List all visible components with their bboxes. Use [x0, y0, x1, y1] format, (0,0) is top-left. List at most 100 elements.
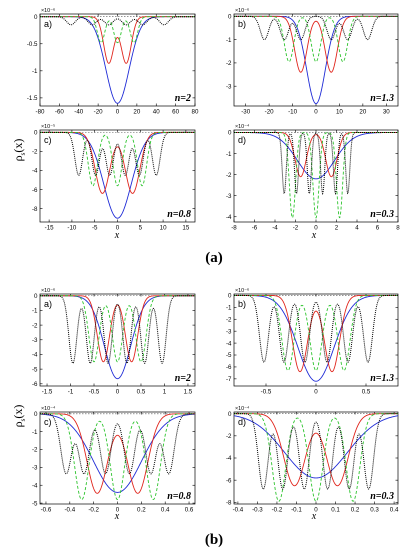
panel-tag: b): [238, 19, 246, 29]
panel-a-d: -8 -6 -4 -2 0 2 4 6 8 0 -1 -2 -3 -4 ×10⁻⁴ d) n=0.3: [226, 124, 400, 232]
series-blue-line: [234, 294, 398, 382]
x-tick-label: 2: [335, 225, 339, 232]
y-tick-label: -2: [32, 149, 38, 156]
series-black-line: [40, 131, 195, 176]
x-tick-label: 0.2: [351, 507, 360, 514]
series-red-line: [40, 131, 195, 194]
y-tick-label: -1: [32, 308, 38, 315]
y-tick-label: -4: [32, 482, 38, 489]
x-tick-label: -20: [265, 109, 275, 116]
y-tick-label: -1.5: [27, 95, 38, 102]
x-axis-title-a-left: x: [114, 230, 120, 241]
y-tick-label: -6: [32, 187, 38, 194]
series-red-line: [40, 16, 195, 64]
panel-tag: a): [44, 19, 52, 29]
x-tick-label: -0.1: [291, 507, 302, 514]
y-axis-exponent: ×10⁻⁴: [235, 124, 250, 130]
y-tick-label: -1: [226, 305, 232, 312]
x-tick-label: 60: [172, 109, 179, 116]
series-black-line: [234, 15, 398, 41]
n-parameter-label: n=0.3: [370, 491, 394, 502]
x-tick-label: -1: [68, 389, 74, 396]
y-tick-label: -6: [32, 381, 38, 388]
plot-frame: [39, 293, 196, 387]
y-tick-label: -6: [226, 477, 232, 484]
y-axis-exponent: ×10⁻⁶: [41, 8, 55, 14]
x-tick-label: -1.5: [42, 389, 53, 396]
series-blue-line: [40, 131, 195, 219]
x-axis-title-b-left: x: [114, 511, 120, 522]
y-tick-label: -2: [226, 60, 232, 67]
x-tick-label: 30: [383, 109, 390, 116]
panel-tag: c): [44, 417, 52, 427]
y-axis-exponent: ×10⁻⁶: [41, 288, 55, 294]
y-tick-label: 0: [34, 14, 38, 21]
x-tick-label: 40: [153, 109, 160, 116]
group-label-b: (b): [205, 532, 223, 548]
y-axis-title-a: ρs(x): [11, 139, 27, 162]
x-tick-label: 20: [359, 109, 366, 116]
x-tick-label: 0.4: [161, 507, 170, 514]
series-blue-line: [40, 16, 195, 104]
n-parameter-label: n=1.3: [370, 93, 394, 104]
y-tick-label: -6: [226, 364, 232, 371]
panel-a-a: -80 -60 -40 -20 0 20 40 60 80 0 -0.5 -1 -1.5 ×10⁻⁶ a) n…: [27, 8, 199, 116]
n-parameter-label: n=0.8: [167, 209, 191, 220]
series-green-line: [234, 294, 398, 371]
x-tick-label: -0.5: [261, 389, 272, 396]
x-tick-label: 0: [314, 109, 318, 116]
series-green-line: [40, 295, 195, 363]
x-tick-label: 0.2: [137, 507, 146, 514]
y-axis-title-argument: (x): [11, 405, 25, 419]
series-black-line: [40, 295, 195, 364]
y-tick-label: -7: [226, 376, 232, 383]
x-tick-label: -10: [288, 109, 298, 116]
x-tick-label: 0: [314, 225, 318, 232]
n-parameter-label: n=1.3: [370, 373, 394, 384]
y-tick-label: 0: [34, 293, 38, 300]
group-label-a: (a): [205, 250, 223, 266]
series-blue-line: [234, 15, 398, 105]
x-tick-label: -5: [92, 225, 98, 232]
n-parameter-label: n=0.8: [167, 491, 191, 502]
x-tick-label: 0.1: [331, 507, 340, 514]
x-tick-label: 1.5: [184, 389, 193, 396]
x-tick-label: -2: [293, 225, 299, 232]
panel-tag: c): [44, 135, 52, 145]
x-tick-label: 0: [314, 507, 318, 514]
x-tick-label: 80: [192, 109, 199, 116]
y-tick-label: -1: [32, 68, 38, 75]
y-tick-label: 0: [228, 130, 232, 137]
y-tick-label: -3: [226, 193, 232, 200]
series-blue-line: [40, 413, 195, 493]
x-tick-label: -80: [36, 109, 46, 116]
n-parameter-label: n=2: [175, 93, 191, 104]
x-tick-label: 0: [116, 225, 120, 232]
series-green-line: [40, 413, 195, 500]
x-tick-label: -30: [241, 109, 251, 116]
svg-text:ρs(x): ρs(x): [11, 405, 27, 428]
x-tick-label: 0.5: [362, 389, 371, 396]
x-tick-label: 10: [336, 109, 343, 116]
series-red-line: [234, 132, 398, 178]
x-tick-label: -0.4: [64, 507, 75, 514]
y-tick-label: 0: [34, 411, 38, 418]
x-tick-label: 0: [314, 389, 318, 396]
x-tick-label: -0.2: [88, 507, 99, 514]
panel-b-c: -0.6 -0.4 -0.2 0 0.2 0.4 0.6 0 -1 -2 -3 -4 -5 ×10⁻⁴ c)…: [32, 406, 196, 514]
n-parameter-label: n=2: [175, 373, 191, 384]
x-tick-label: 0.3: [370, 507, 379, 514]
x-tick-label: -40: [74, 109, 84, 116]
y-tick-label: -8: [32, 206, 38, 213]
series-black-line: [40, 16, 195, 26]
series-black-line: [234, 132, 398, 196]
x-tick-label: 0: [116, 109, 120, 116]
series-red-line: [40, 413, 195, 494]
panel-tag: d): [238, 135, 246, 145]
series-black-line: [234, 294, 398, 363]
x-tick-label: -4: [272, 225, 278, 232]
y-axis-title-symbol: ρ: [11, 421, 25, 427]
panel-a-c: -15 -10 -5 0 5 10 15 0 -2 -4 -6 -8 ×10⁻⁵ c) n=0.8: [32, 124, 196, 232]
x-tick-label: 1: [163, 389, 167, 396]
series-green-line: [40, 131, 195, 187]
